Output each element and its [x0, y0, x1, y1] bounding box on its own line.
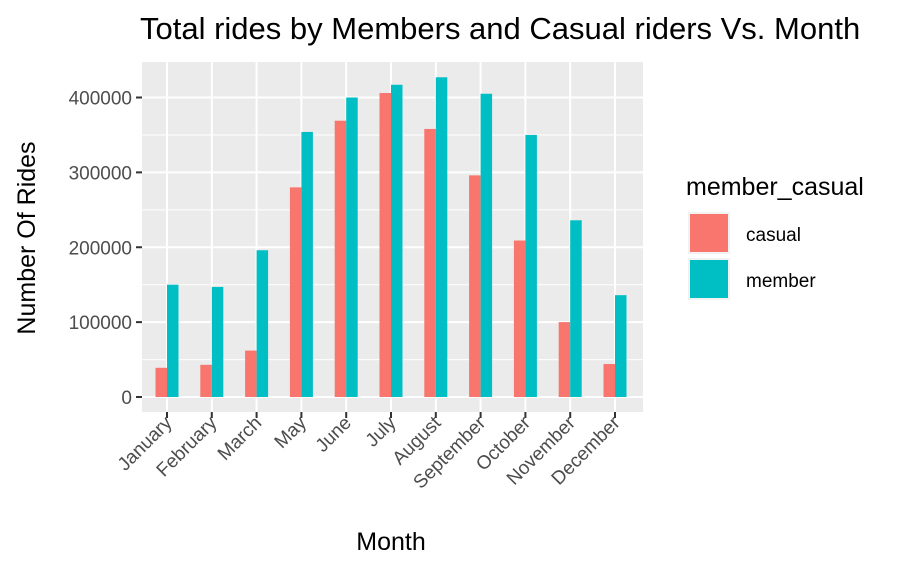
y-tick-label: 100000	[69, 313, 132, 334]
legend-label-member: member	[746, 271, 816, 292]
y-axis: 0 100000 200000 300000 400000	[69, 89, 142, 409]
x-tick-label: May	[271, 412, 312, 453]
bar-casual-august	[424, 128, 436, 397]
x-tick-label: June	[312, 413, 356, 457]
y-tick-label: 0	[121, 388, 132, 409]
bar-member-november	[570, 220, 582, 397]
y-tick-label: 400000	[69, 89, 132, 110]
legend-swatch-member	[690, 260, 728, 298]
bar-casual-november	[558, 322, 571, 397]
y-axis-title: Number Of Rides	[13, 141, 41, 334]
bar-casual-march	[245, 350, 257, 397]
y-tick-label: 200000	[69, 238, 132, 259]
bar-member-january	[167, 284, 179, 397]
bar-member-february	[211, 286, 224, 397]
x-tick-label: March	[214, 413, 266, 465]
bar-member-july	[391, 84, 403, 398]
bar-casual-july	[379, 93, 391, 397]
legend-swatch-casual	[690, 214, 728, 252]
bar-member-august	[435, 77, 448, 397]
bar-casual-october	[513, 240, 526, 397]
x-axis-title: Month	[356, 528, 425, 556]
x-tick-label: July	[362, 412, 401, 451]
legend: member_casual casual member	[686, 173, 864, 300]
bar-casual-january	[155, 367, 167, 397]
legend-title: member_casual	[686, 173, 864, 201]
bar-member-may	[301, 131, 313, 397]
legend-label-casual: casual	[746, 225, 801, 246]
bar-casual-december	[603, 364, 615, 397]
bar-member-december	[615, 295, 627, 397]
chart-title: Total rides by Members and Casual riders…	[140, 11, 860, 46]
y-tick-label: 300000	[69, 163, 132, 184]
bars	[155, 77, 627, 398]
bar-member-september	[480, 93, 493, 397]
bar-casual-june	[334, 120, 347, 398]
bar-member-june	[346, 97, 358, 397]
bar-casual-february	[200, 364, 212, 397]
bar-casual-may	[289, 187, 302, 397]
bar-member-march	[256, 250, 269, 397]
bar-casual-september	[469, 175, 481, 397]
bar-member-october	[525, 134, 537, 397]
